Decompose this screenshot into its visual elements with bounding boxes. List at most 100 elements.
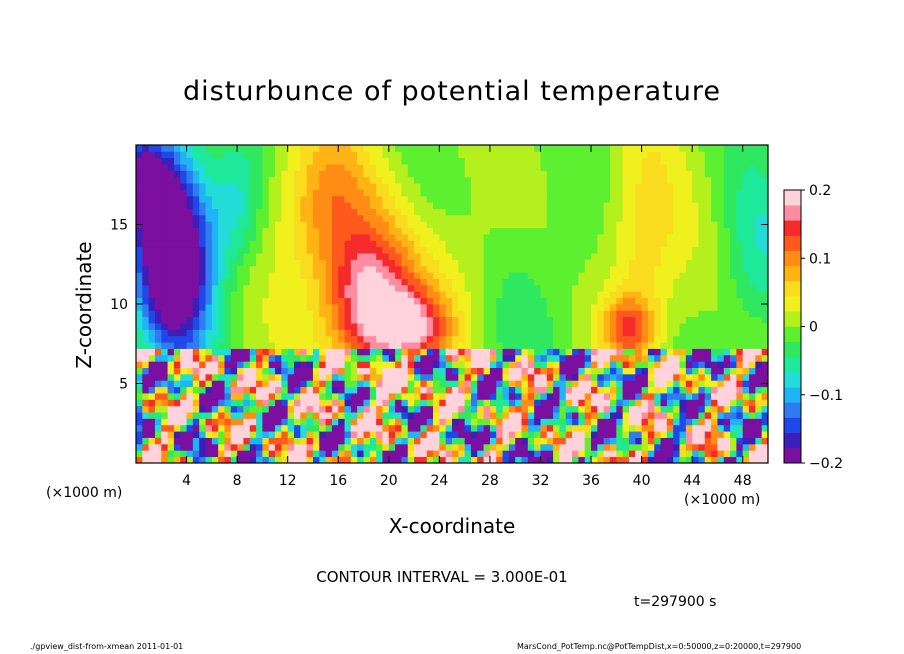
field-cell [654,157,661,165]
field-cell [148,176,156,184]
field-cell [755,310,763,318]
field-cell [591,151,598,159]
field-cell [527,227,535,235]
field-cell [331,189,339,197]
field-cell [742,361,750,368]
field-cell [407,342,415,349]
field-cell [420,176,428,184]
field-cell [711,450,718,458]
field-cell [477,405,484,413]
field-cell [527,342,535,349]
field-cell [477,151,484,159]
field-cell [325,342,333,349]
field-cell [660,424,668,432]
field-cell [685,157,693,165]
field-cell [692,323,699,330]
field-cell [414,208,421,216]
field-cell [483,361,491,368]
field-cell [199,418,206,426]
field-cell [414,335,421,343]
field-cell [294,329,301,337]
field-cell [338,424,345,432]
field-cell [508,354,516,362]
field-cell [698,151,706,159]
field-cell [439,214,447,222]
field-cell [515,240,522,248]
field-cell [186,145,194,152]
field-cell [679,450,687,458]
field-cell [350,202,358,209]
field-cell [237,164,244,171]
field-cell [439,348,447,356]
field-cell [401,221,409,229]
field-cell [350,373,358,381]
field-cell [622,234,630,241]
field-cell [275,157,282,165]
field-cell [496,195,503,203]
field-cell [186,329,194,337]
field-cell [363,240,371,248]
field-cell [666,380,674,388]
field-cell [262,234,270,241]
field-cell [319,183,326,190]
field-cell [698,367,706,375]
field-cell [173,253,181,260]
field-cell [275,240,282,248]
field-cell [591,456,598,463]
field-cell [344,386,352,394]
field-cell [382,316,390,324]
field-cell [136,284,143,292]
field-cell [685,208,693,216]
field-cell [395,164,402,171]
field-cell [433,405,440,413]
field-cell [142,246,150,254]
field-cell [572,418,579,426]
field-cell [357,450,364,458]
field-cell [698,304,706,311]
field-cell [502,431,510,438]
field-cell [243,418,251,426]
field-cell [218,399,225,407]
field-cell [312,176,320,184]
field-cell [647,354,655,362]
field-cell [230,412,238,419]
field-cell [578,405,586,413]
field-cell [180,450,187,458]
field-cell [319,291,326,299]
field-cell [142,195,150,203]
field-cell [148,405,156,413]
field-cell [363,329,371,337]
field-cell [249,399,257,407]
field-cell [502,354,510,362]
field-cell [186,170,194,178]
field-cell [275,227,282,235]
field-cell [249,443,257,451]
field-cell [521,291,529,299]
field-cell [553,437,560,445]
field-cell [148,227,156,235]
field-cell [723,310,731,318]
field-cell [331,386,339,394]
field-cell [489,157,497,165]
field-cell [641,399,649,407]
field-cell [445,405,453,413]
field-cell [262,145,270,152]
field-cell [224,354,232,362]
field-cell [666,412,674,419]
field-cell [572,380,579,388]
field-cell [173,335,181,343]
field-cell [534,272,541,279]
field-cell [464,164,472,171]
field-cell [180,393,187,400]
field-cell [654,405,661,413]
field-cell [224,183,232,190]
field-cell [306,176,314,184]
field-cell [698,297,706,305]
field-cell [199,157,206,165]
field-cell [610,431,617,438]
field-cell [249,323,257,330]
field-cell [597,405,605,413]
field-cell [452,297,459,305]
field-cell [717,342,725,349]
field-cell [154,437,162,445]
